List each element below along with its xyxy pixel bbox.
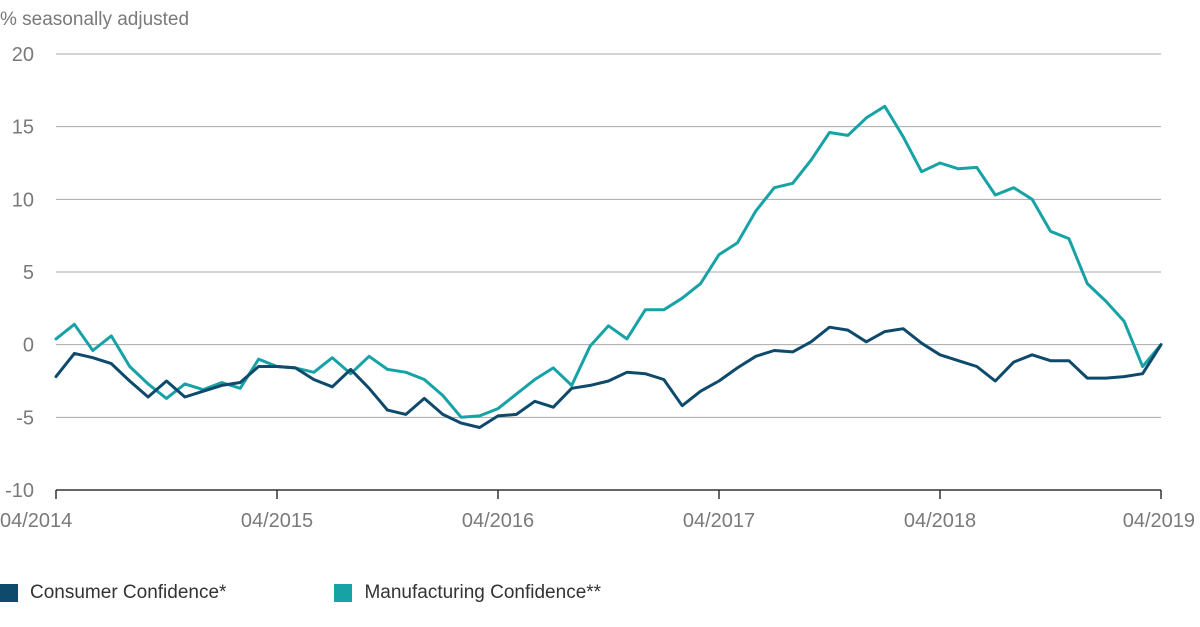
x-tick-label: 04/2016 xyxy=(462,510,534,532)
series-line-consumer-confidence xyxy=(54,325,1163,429)
x-tick-label: 04/2018 xyxy=(904,510,976,532)
legend: Consumer Confidence* Manufacturing Confi… xyxy=(0,582,601,604)
legend-item-consumer: Consumer Confidence* xyxy=(0,582,226,604)
legend-swatch-consumer xyxy=(0,584,18,602)
x-tick-label: 04/2017 xyxy=(683,510,755,532)
y-axis-unit-label: % seasonally adjusted xyxy=(0,9,189,30)
y-tick-label: 10 xyxy=(12,189,34,211)
x-tick-label: 04/2019 xyxy=(1123,510,1195,532)
series-lines xyxy=(54,104,1163,429)
series-line-manufacturing-confidence xyxy=(54,104,1163,419)
gridlines xyxy=(56,53,1161,418)
y-axis-tick-labels: 20 15 10 5 0 -5 -10 xyxy=(5,44,34,502)
y-tick-label: -5 xyxy=(16,407,34,429)
y-tick-label: -10 xyxy=(5,480,34,502)
legend-item-manufacturing: Manufacturing Confidence** xyxy=(334,582,601,604)
x-tick-label: 04/2015 xyxy=(241,510,313,532)
y-tick-label: 20 xyxy=(12,44,34,66)
legend-swatch-manufacturing xyxy=(334,584,353,602)
legend-label-manufacturing: Manufacturing Confidence** xyxy=(364,582,602,603)
y-tick-label: 0 xyxy=(23,335,34,357)
y-tick-label: 5 xyxy=(23,262,34,284)
x-axis: 04/2014 04/2015 04/2016 04/2017 04/2018 04/20… xyxy=(0,489,1195,532)
legend-label-consumer: Consumer Confidence* xyxy=(30,582,227,603)
y-tick-label: 15 xyxy=(12,117,34,139)
x-tick-label: 04/2014 xyxy=(0,510,72,532)
